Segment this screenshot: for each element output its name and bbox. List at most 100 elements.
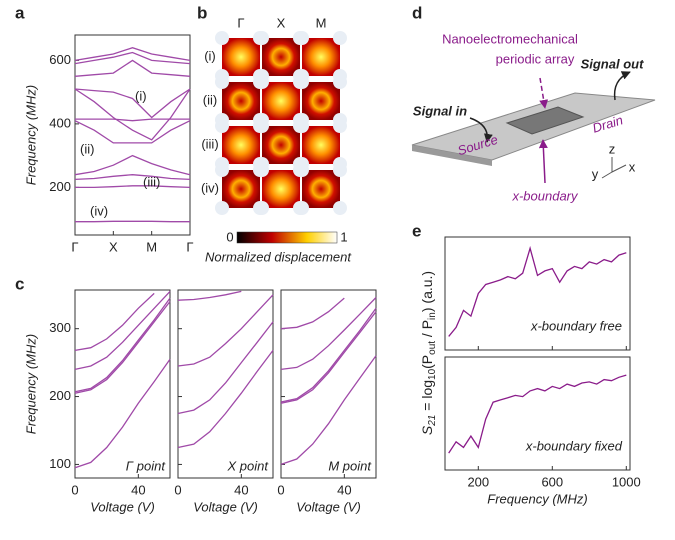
boundary-arrow	[538, 139, 548, 184]
diagram: Nanoelectromechanical periodic array Sig…	[411, 3, 656, 203]
x-tick-label: 0	[71, 482, 78, 497]
column-label: Γ	[237, 15, 244, 30]
signal-in: Signal in	[413, 103, 467, 118]
series-line	[75, 118, 190, 122]
annotation: (ii)	[80, 141, 94, 156]
series-line	[280, 307, 377, 403]
mode-shape	[222, 126, 260, 164]
annotation: (iii)	[143, 174, 160, 189]
y-axis-label-part: 10	[427, 368, 438, 380]
y-axis-label: Frequency (MHz)	[23, 334, 38, 434]
x-tick-label: M	[146, 239, 157, 254]
x-tick-label: 200	[467, 474, 489, 489]
series-line	[74, 47, 191, 62]
axis-x: x	[629, 159, 636, 174]
series-line	[280, 297, 345, 330]
mode-shape	[222, 170, 260, 208]
plot-frame	[444, 236, 631, 351]
mode-shape-corner	[333, 201, 347, 215]
mode-shape-corner	[215, 75, 229, 89]
y-tick-label: 600	[49, 52, 71, 67]
array-label: periodic array	[496, 51, 575, 66]
mode-shape-corner	[295, 201, 309, 215]
y-axis-label-part: in	[427, 312, 438, 320]
x-tick-label: 40	[131, 482, 145, 497]
plot-frame	[177, 289, 274, 479]
series-line	[74, 51, 191, 65]
panel-label: e	[412, 221, 421, 240]
series-line	[448, 374, 627, 454]
series-line	[448, 245, 627, 337]
periodic-array	[505, 106, 585, 135]
axes-glyph	[601, 157, 627, 179]
y-axis-label: S21 = log10(Pout / Pin) (a.u.)	[419, 271, 438, 435]
plot-frame	[444, 356, 631, 471]
panel-label: a	[15, 3, 25, 22]
y-tick-label: 200	[49, 179, 71, 194]
series-line	[177, 321, 274, 415]
annotation: x-boundary fixed	[525, 438, 623, 453]
colorbar-tick: 1	[340, 229, 347, 244]
series-line	[74, 358, 171, 469]
row-label: (iii)	[201, 136, 218, 151]
series-line	[74, 292, 155, 352]
y-axis-label-part: ) (a.u.)	[419, 271, 435, 312]
row-label: (i)	[204, 48, 216, 63]
mode-shape	[262, 170, 300, 208]
plot-frame	[74, 34, 191, 236]
annotation: X point	[227, 458, 270, 473]
plot-frame	[280, 289, 377, 479]
row-label: (iv)	[201, 180, 219, 195]
y-axis-label-part: (P	[419, 355, 435, 369]
column-label: X	[277, 15, 286, 30]
mode-shape-corner	[255, 75, 269, 89]
x-tick-label: 0	[174, 482, 181, 497]
mode-shape-corner	[215, 201, 229, 215]
mode-shape-corner	[215, 119, 229, 133]
x-tick-label: 40	[234, 482, 248, 497]
mode-shape-corner	[333, 75, 347, 89]
array-arrow	[539, 77, 549, 109]
axis-z: z	[609, 141, 616, 156]
series-line	[74, 59, 191, 77]
y-axis-label-part: = log	[419, 380, 435, 415]
mode-shape	[222, 38, 260, 76]
series-line	[74, 297, 171, 393]
y-axis-label-part: S	[419, 425, 435, 435]
series-line	[74, 120, 191, 144]
mode-shape	[302, 38, 340, 76]
x-tick-label: 600	[541, 474, 563, 489]
x-tick-label: 40	[337, 482, 351, 497]
annotation: M point	[328, 458, 372, 473]
column-label: M	[316, 15, 327, 30]
series-line	[75, 185, 191, 189]
mode-shape	[302, 170, 340, 208]
mode-shape	[302, 82, 340, 120]
axis-y: y	[592, 166, 599, 181]
mode-shape-corner	[255, 119, 269, 133]
array-label: Nanoelectromechanical	[442, 31, 578, 46]
series-line	[74, 174, 191, 181]
y-tick-label: 300	[49, 320, 71, 335]
annotation: x-boundary free	[530, 318, 622, 333]
x-boundary: x-boundary	[511, 188, 579, 203]
series-line	[177, 294, 274, 367]
colorbar-tick: 0	[226, 229, 233, 244]
mode-shape	[262, 82, 300, 120]
mode-shape	[222, 82, 260, 120]
y-axis-label-part: / P	[419, 320, 435, 341]
series-line	[74, 154, 191, 176]
mode-shape-corner	[333, 31, 347, 45]
mode-shape-corner	[215, 31, 229, 45]
x-tick-label: 0	[277, 482, 284, 497]
x-axis-label: Voltage (V)	[296, 499, 361, 514]
mode-shape-corner	[215, 163, 229, 177]
panel-label: b	[197, 3, 207, 22]
y-axis-label-part: out	[427, 341, 438, 355]
x-tick-label: Γ	[186, 239, 193, 254]
y-axis-label: Frequency (MHz)	[23, 85, 38, 185]
mode-shape	[262, 38, 300, 76]
colorbar	[236, 231, 338, 244]
y-tick-label: 400	[49, 115, 71, 130]
